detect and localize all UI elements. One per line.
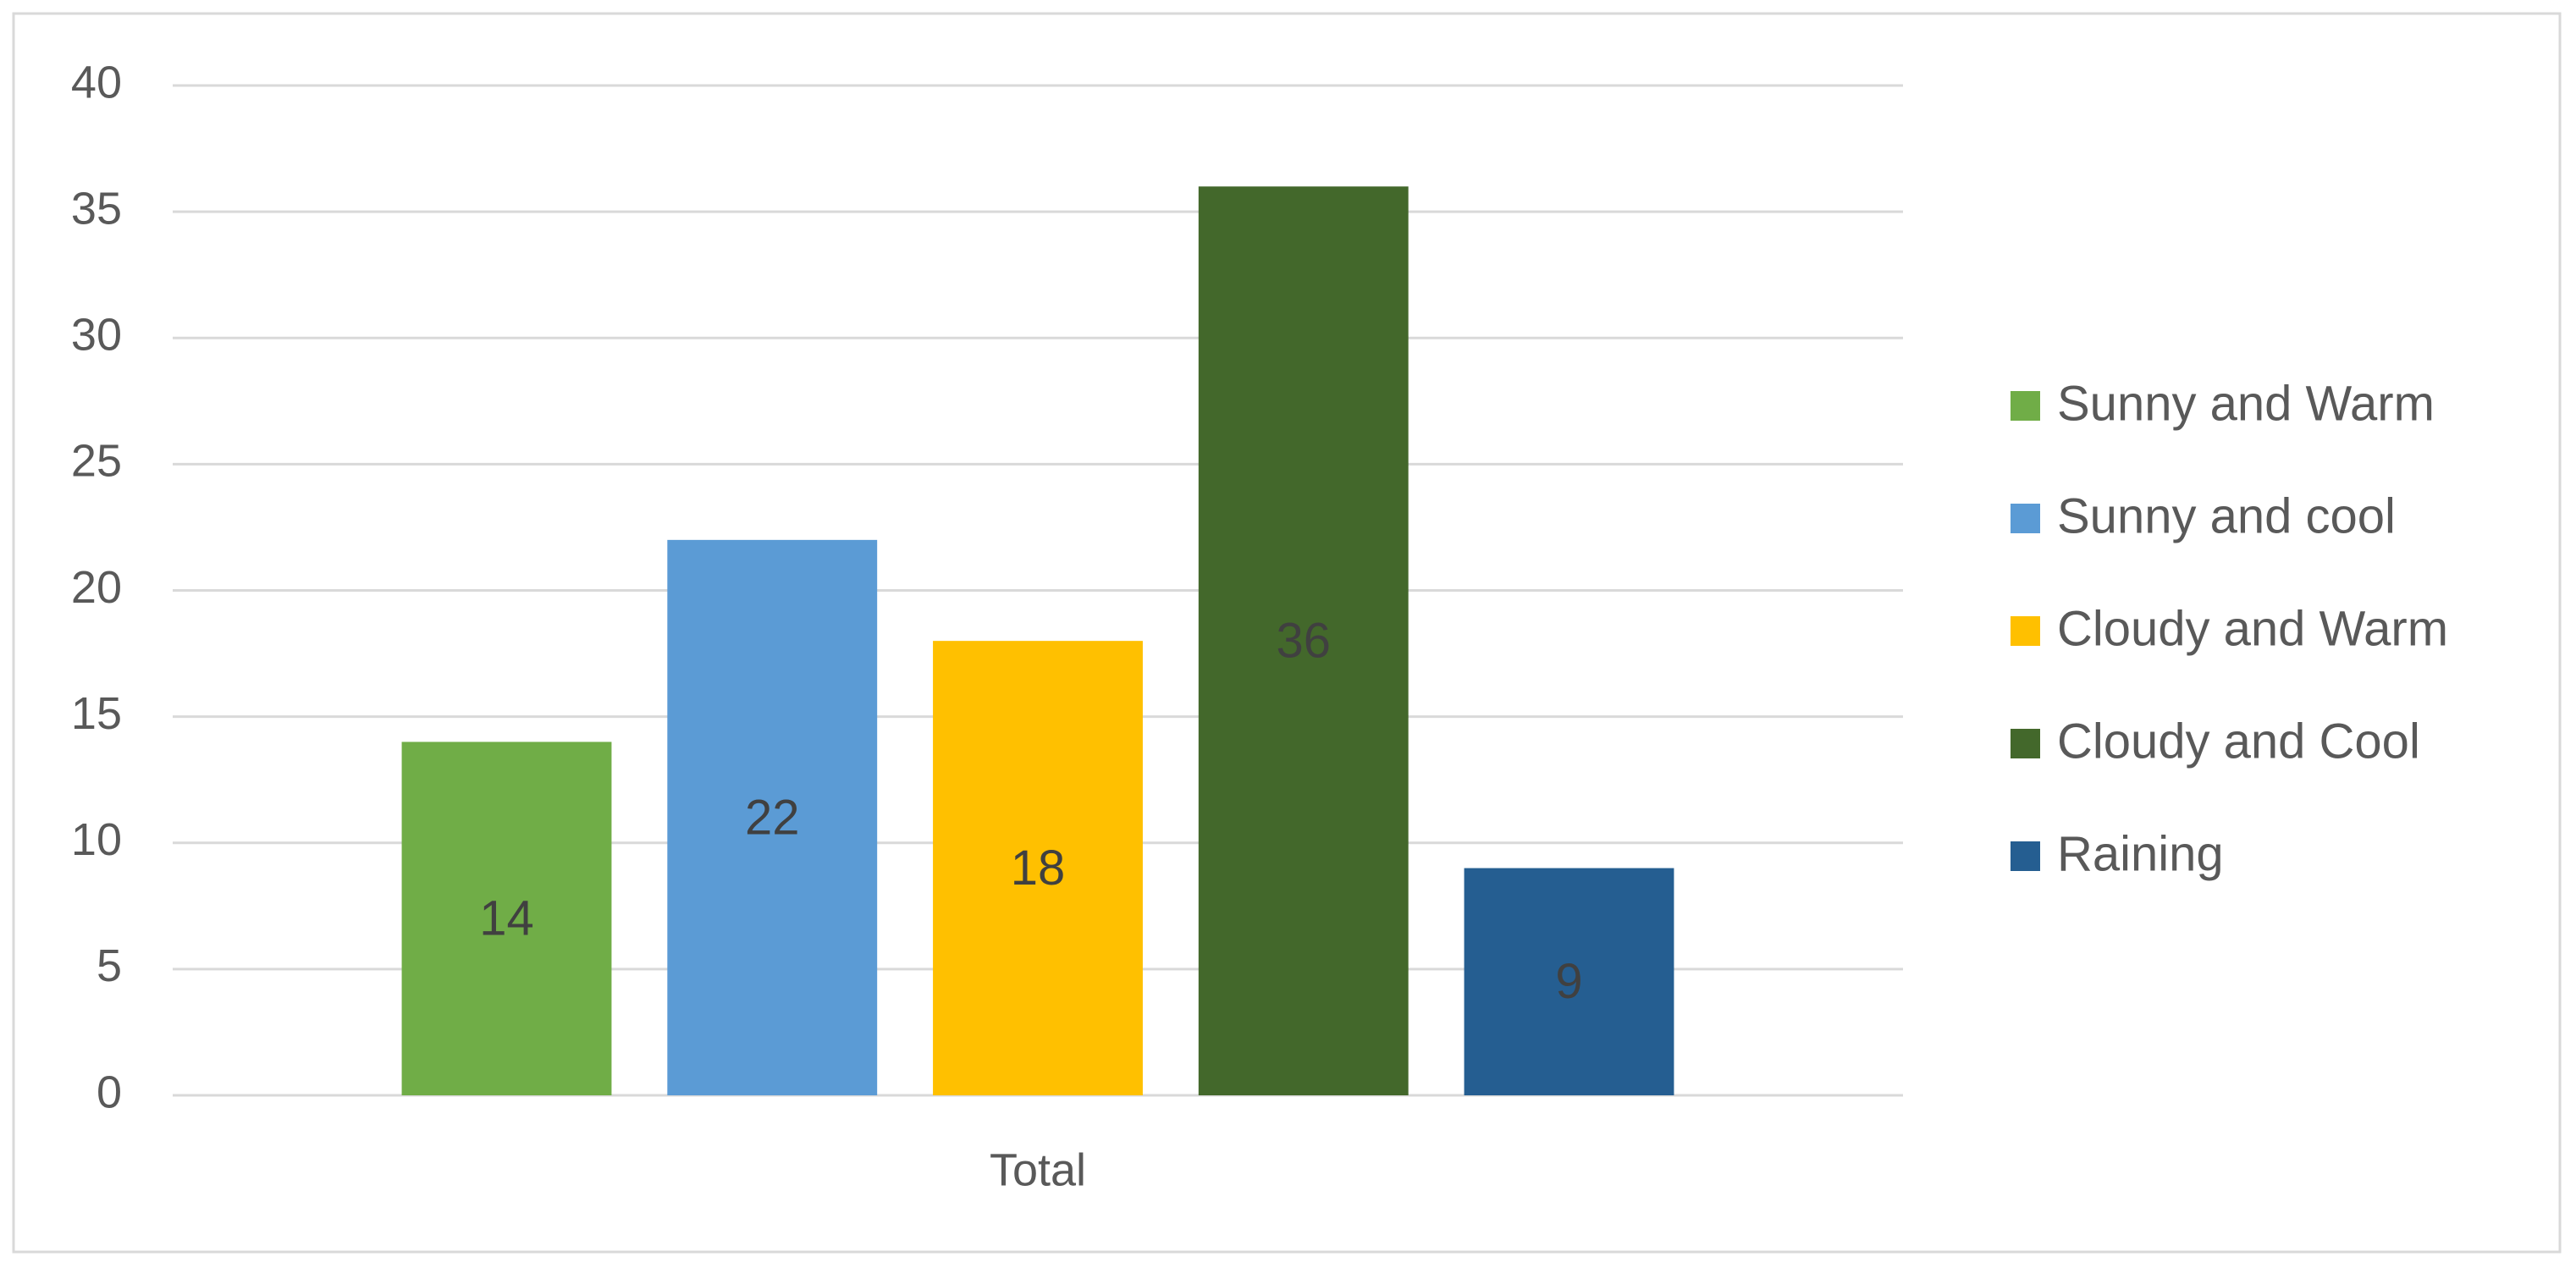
y-tick-label: 35 xyxy=(71,183,122,234)
legend-label: Raining xyxy=(2057,826,2224,881)
bar xyxy=(933,641,1143,1095)
y-tick-label: 10 xyxy=(71,814,122,865)
legend-label: Sunny and cool xyxy=(2057,488,2396,543)
legend-swatch xyxy=(2011,729,2040,758)
y-tick-label: 5 xyxy=(97,940,122,991)
data-label: 18 xyxy=(1011,841,1066,896)
y-tick-label: 20 xyxy=(71,562,122,613)
data-label: 22 xyxy=(745,790,800,845)
bar xyxy=(1464,868,1674,1095)
y-tick-label: 0 xyxy=(97,1067,122,1117)
data-label: 36 xyxy=(1276,613,1331,668)
y-tick-label: 30 xyxy=(71,310,122,361)
data-label: 14 xyxy=(479,891,534,946)
legend-swatch xyxy=(2011,391,2040,421)
y-tick-label: 25 xyxy=(71,436,122,487)
legend-label: Sunny and Warm xyxy=(2057,376,2435,431)
legend-swatch xyxy=(2011,841,2040,871)
x-tick-label: Total xyxy=(990,1144,1086,1195)
bar xyxy=(1198,186,1409,1095)
bar xyxy=(667,539,878,1095)
legend-swatch xyxy=(2011,504,2040,533)
y-tick-label: 40 xyxy=(71,57,122,108)
y-tick-label: 15 xyxy=(71,688,122,739)
data-label: 9 xyxy=(1555,954,1582,1009)
legend-label: Cloudy and Cool xyxy=(2057,714,2420,769)
legend-label: Cloudy and Warm xyxy=(2057,601,2448,656)
bar xyxy=(401,742,612,1095)
legend-swatch xyxy=(2011,616,2040,646)
